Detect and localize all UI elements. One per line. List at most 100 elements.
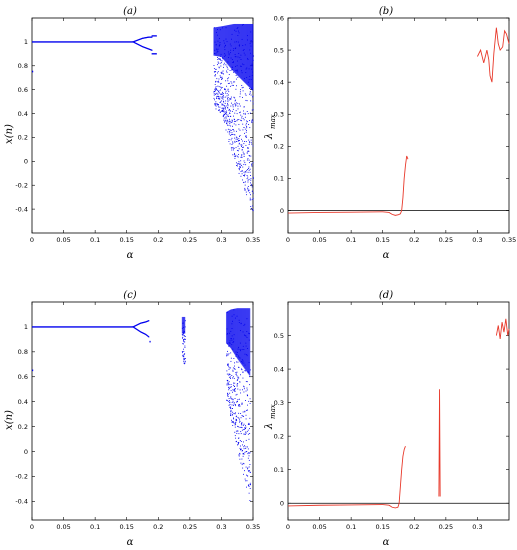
panel-a-point — [244, 175, 245, 177]
panel-a-point — [230, 98, 232, 100]
panel-a-point — [214, 104, 216, 106]
panel-a-point — [236, 149, 238, 151]
panel-c-point — [237, 378, 239, 380]
panel-c-point — [244, 410, 246, 412]
panel-d-xtick-label: 0.2 — [409, 523, 419, 531]
panel-a-point — [248, 169, 250, 171]
panel-a-point — [235, 120, 237, 122]
panel-c-point — [228, 345, 230, 347]
panel-a-point — [233, 115, 234, 117]
panel-c-point — [236, 415, 238, 417]
panel-a-point — [143, 46, 145, 48]
panel-c-point — [230, 413, 232, 415]
panel-c-point — [234, 431, 236, 433]
panel-c-point — [135, 324, 137, 327]
panel-c-point — [236, 430, 238, 432]
panel-a-point — [234, 141, 236, 143]
panel-a-point — [234, 140, 236, 142]
panel-c-point — [139, 330, 140, 332]
panel-a-point — [147, 36, 149, 38]
panel-a-point — [146, 36, 147, 39]
panel-a-point — [230, 134, 232, 136]
panel-a-point — [227, 104, 229, 106]
panel-c-point — [229, 406, 231, 408]
panel-c-point — [228, 376, 230, 378]
panel-a-point — [230, 147, 232, 149]
panel-a-point — [238, 148, 240, 150]
panel-a-point — [232, 154, 234, 156]
panel-a-point — [215, 80, 217, 82]
panel-a-dense-band — [227, 25, 229, 65]
panel-a-point — [236, 85, 237, 87]
panel-c-point — [232, 421, 234, 423]
panel-a-point — [249, 92, 251, 94]
panel-c-point — [240, 413, 242, 414]
panel-a-point — [150, 36, 151, 38]
panel-a-point — [226, 71, 228, 73]
panel-c-point — [241, 403, 243, 405]
panel-c-point — [228, 366, 230, 368]
panel-b-ytick-label: 0.6 — [274, 14, 284, 22]
panel-a-dense-band — [226, 25, 228, 64]
panel-a-point — [233, 120, 235, 122]
panel-c-point — [243, 433, 245, 435]
panel-a-point — [221, 103, 223, 105]
panel-c-point — [184, 338, 186, 340]
panel-c-point — [243, 386, 245, 388]
panel-c-point — [227, 394, 229, 395]
panel-a-point — [252, 176, 254, 178]
panel-a-xtick-label: 0.2 — [153, 236, 163, 244]
panel-c-point — [249, 470, 250, 472]
panel-a-point — [217, 91, 219, 93]
panel-c-point — [184, 345, 186, 347]
panel-a-point — [133, 41, 135, 43]
panel-a-dense-band — [229, 24, 231, 68]
panel-a-point — [252, 190, 254, 192]
panel-a-point — [231, 102, 232, 104]
panel-c-point — [234, 426, 236, 428]
panel-a-point — [137, 39, 139, 41]
panel-a-point — [247, 150, 249, 152]
panel-a-point — [226, 65, 228, 67]
panel-c-point — [249, 403, 251, 404]
panel-c-point — [227, 364, 229, 365]
panel-a-point — [243, 152, 245, 154]
panel-c-point — [235, 416, 237, 418]
panel-a-point — [219, 83, 221, 85]
panel-a-point — [148, 36, 150, 38]
panel-c-ytick-label: 0.2 — [18, 423, 28, 431]
panel-a-point — [230, 96, 232, 98]
panel-a-point — [218, 109, 220, 111]
panel-c-point — [226, 383, 228, 385]
panel-a-point — [146, 36, 148, 39]
panel-a-point — [139, 38, 141, 40]
panel-c-point — [227, 364, 229, 366]
panel-c-point — [246, 451, 248, 453]
panel-a-point — [155, 35, 156, 37]
panel-c-point — [182, 355, 184, 357]
panel-c-point — [230, 383, 232, 385]
panel-c-point — [245, 439, 247, 441]
panel-a-point — [222, 114, 224, 116]
panel-a-xlabel: α — [127, 250, 134, 261]
panel-c-point — [138, 330, 140, 332]
panel-a-point — [219, 75, 221, 77]
panel-c-point — [134, 325, 136, 327]
panel-c-point — [227, 382, 229, 384]
panel-a-point — [219, 93, 221, 95]
panel-d-xlabel: α — [383, 537, 390, 548]
panel-a-point — [132, 41, 134, 43]
panel-a-point — [234, 157, 236, 159]
panel-a-point — [250, 139, 252, 141]
panel-a-point — [135, 42, 137, 44]
panel-a-point — [218, 80, 219, 82]
panel-a-point — [246, 129, 247, 131]
panel-a-point — [223, 110, 225, 112]
panel-a-dense-band — [223, 25, 225, 60]
panel-a-point — [227, 101, 229, 103]
panel-c-point — [226, 373, 228, 375]
panel-a-ytick-label: -0.2 — [15, 182, 28, 190]
panel-c-dense-band — [249, 308, 251, 376]
panel-a-point — [227, 103, 228, 105]
panel-a-ytick-label: 0.8 — [18, 62, 28, 70]
